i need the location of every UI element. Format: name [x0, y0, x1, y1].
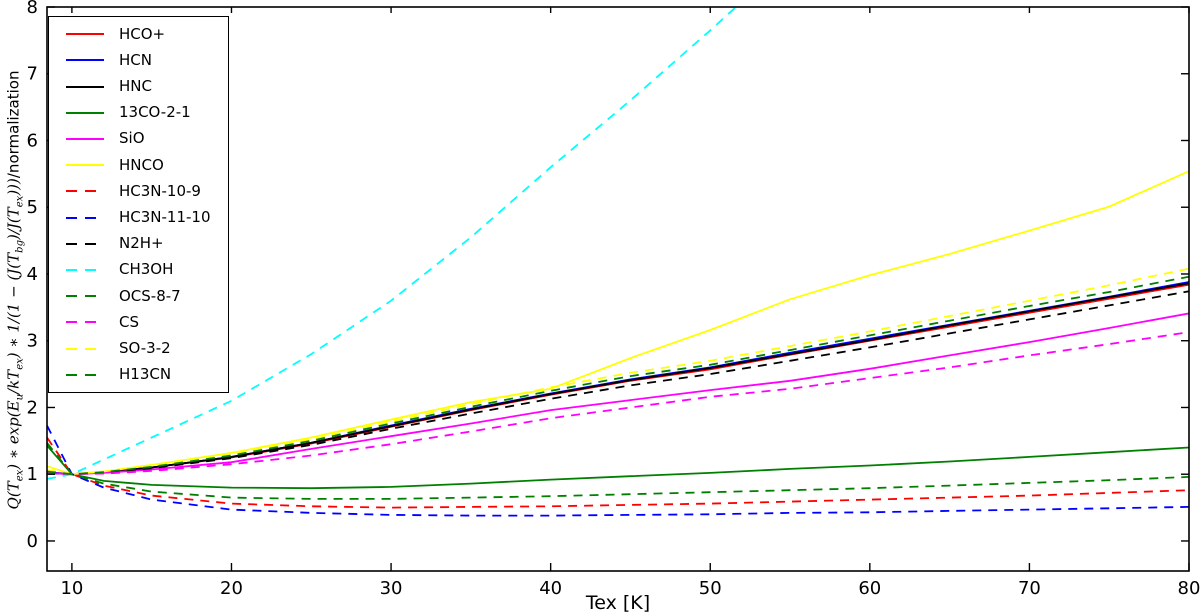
x-tick-label: 80	[1178, 578, 1200, 599]
legend-label: HC3N-11-10	[119, 208, 211, 227]
legend-label: HNC	[119, 77, 152, 95]
legend-entry-HC3N-11-10: HC3N-11-10	[49, 205, 228, 230]
legend-entry-H13CN: H13CN	[49, 362, 228, 387]
legend-line-sample	[66, 59, 104, 62]
legend-entry-CS: CS	[49, 310, 228, 335]
legend-line-sample	[66, 137, 104, 140]
legend-entry-CH3OH: CH3OH	[49, 257, 228, 282]
x-tick-label: 30	[380, 578, 403, 599]
series-line-HC3N-11-10	[47, 425, 1189, 517]
axes-frame	[46, 6, 1190, 572]
y-tick-label: 6	[27, 130, 38, 151]
x-tick-label: 60	[858, 578, 881, 599]
legend-entry-HC3N-10-9: HC3N-10-9	[49, 179, 228, 204]
legend-label: SO-3-2	[119, 339, 171, 358]
series-line-SiO	[47, 312, 1189, 476]
series-line-HNCO	[47, 170, 1189, 476]
y-tick-label: 8	[27, 0, 38, 18]
legend-box: HCO+ HCN HNC 13CO-2-1 SiO HNCO HC3N-10-9 HC3N-1…	[48, 16, 229, 393]
legend-line-sample	[66, 111, 104, 114]
legend-label: N2H+	[119, 234, 164, 253]
legend-entry-HCO+: HCO+	[49, 22, 228, 47]
series-line-HC3N-10-9	[47, 436, 1189, 509]
legend-line-sample	[66, 347, 104, 350]
legend-entry-SO-3-2: SO-3-2	[49, 336, 228, 361]
legend-entry-HCN: HCN	[49, 48, 228, 73]
legend-entry-HNC: HNC	[49, 74, 228, 99]
legend-line-sample	[66, 216, 104, 219]
legend-line-sample	[66, 164, 104, 167]
legend-entry-OCS-8-7: OCS-8-7	[49, 284, 228, 309]
y-axis-label: Q(Tex) ∗ exp(Eu/kTex) ∗ 1/(1 − (J(Tbg)/J…	[4, 70, 26, 510]
series-line-HNC	[47, 282, 1189, 476]
series-line-OCS-8-7	[47, 442, 1189, 500]
legend-line-sample	[66, 85, 104, 88]
legend-line-sample	[66, 242, 104, 245]
legend-entry-N2H+: N2H+	[49, 231, 228, 256]
legend-label: HCO+	[119, 24, 166, 43]
x-tick-label: 10	[60, 578, 83, 599]
y-tick-label: 0	[27, 531, 38, 552]
legend-line-sample	[66, 373, 104, 376]
y-tick-label: 2	[27, 397, 38, 418]
legend-entry-SiO: SiO	[49, 126, 228, 151]
y-tick-label: 3	[27, 331, 38, 352]
legend-line-sample	[66, 190, 104, 193]
x-tick-label: 70	[1018, 578, 1041, 599]
legend-label: CH3OH	[119, 260, 174, 279]
legend-label: HNCO	[119, 155, 164, 174]
series-line-CS	[47, 331, 1189, 476]
legend-entry-HNCO: HNCO	[49, 153, 228, 178]
y-tick-label: 4	[27, 264, 38, 285]
legend-line-sample	[66, 268, 104, 271]
y-tick-label: 7	[27, 64, 38, 85]
legend-line-sample	[66, 295, 104, 298]
legend-label: HC3N-10-9	[119, 181, 201, 200]
legend-label: HCN	[119, 50, 152, 69]
x-axis-label: Tex [K]	[585, 592, 651, 612]
legend-label: CS	[119, 312, 139, 331]
legend-label: 13CO-2-1	[119, 103, 191, 122]
legend-entry-13CO-2-1: 13CO-2-1	[49, 100, 228, 125]
legend-label: SiO	[119, 129, 145, 148]
legend-line-sample	[66, 321, 104, 324]
x-tick-label: 40	[539, 578, 562, 599]
y-tick-label: 1	[27, 464, 38, 485]
series-line-CH3OH	[47, 7, 738, 480]
series-line-SO-3-2	[47, 267, 1189, 476]
x-tick-label: 50	[699, 578, 722, 599]
y-tick-label: 5	[27, 197, 38, 218]
legend-label: H13CN	[119, 365, 172, 384]
x-tick-label: 20	[220, 578, 243, 599]
legend-line-sample	[66, 33, 104, 36]
legend-label: OCS-8-7	[119, 286, 181, 305]
series-line-13CO-2-1	[47, 444, 1189, 490]
